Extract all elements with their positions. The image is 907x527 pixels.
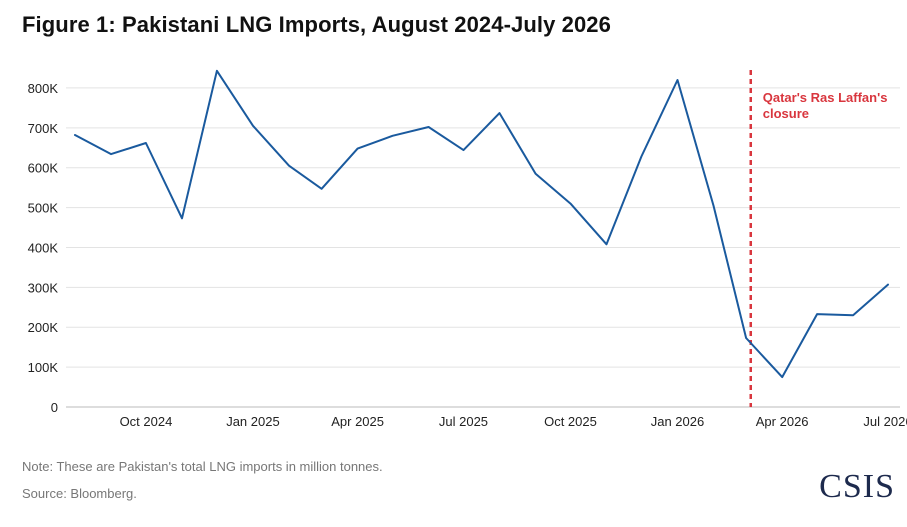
chart-note: Note: These are Pakistan's total LNG imp…: [22, 459, 383, 474]
x-axis-labels: Oct 2024 Jan 2025 Apr 2025 Jul 2025 Oct 2025…: [120, 414, 907, 429]
chart-title: Figure 1: Pakistani LNG Imports, August …: [22, 12, 611, 37]
annotation-label: closure: [763, 106, 809, 121]
gridlines: [66, 87, 900, 408]
y-tick-label: 100K: [28, 360, 59, 375]
y-tick-label: 600K: [28, 161, 59, 176]
chart-source: Source: Bloomberg.: [22, 486, 137, 501]
x-tick-label: Jul 2026: [863, 414, 907, 429]
x-tick-label: Apr 2025: [331, 414, 384, 429]
y-tick-label: 300K: [28, 280, 59, 295]
x-tick-label: Jul 2025: [439, 414, 488, 429]
y-tick-label: 700K: [28, 121, 59, 136]
y-tick-label: 500K: [28, 201, 59, 216]
y-axis-labels: 0 100K 200K 300K 400K 500K 600K 700K 800K: [28, 81, 59, 415]
x-tick-label: Jan 2025: [226, 414, 280, 429]
csis-logo: CSIS: [819, 468, 895, 505]
y-tick-label: 200K: [28, 320, 59, 335]
x-tick-label: Oct 2025: [544, 414, 597, 429]
y-tick-label: 800K: [28, 81, 59, 96]
y-tick-label: 400K: [28, 240, 59, 255]
x-tick-label: Oct 2024: [120, 414, 173, 429]
series-group: [74, 69, 889, 379]
y-tick-label: 0: [51, 400, 58, 415]
x-tick-label: Jan 2026: [651, 414, 705, 429]
series-line: [74, 69, 889, 379]
annotation-label: Qatar's Ras Laffan's: [763, 90, 888, 105]
x-tick-label: Apr 2026: [756, 414, 809, 429]
